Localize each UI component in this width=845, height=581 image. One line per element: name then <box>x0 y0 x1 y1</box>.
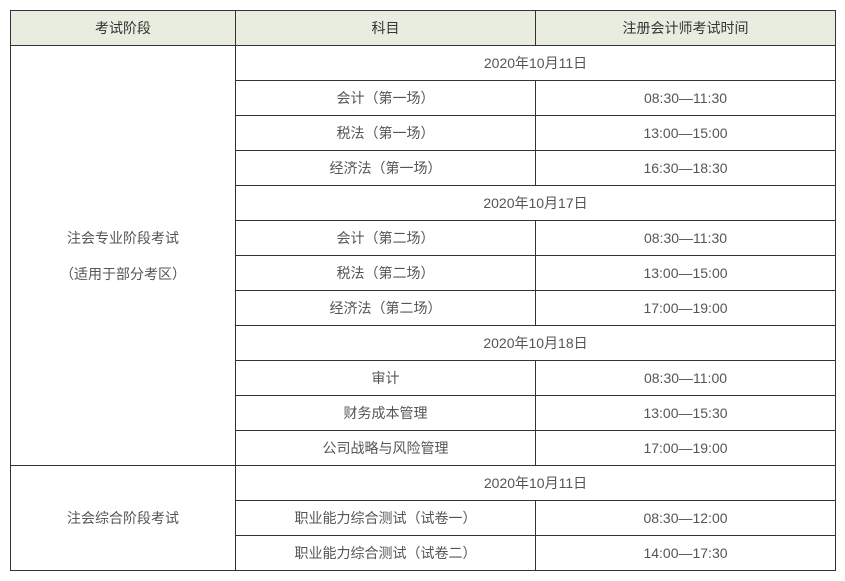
date-cell: 2020年10月11日 <box>236 46 836 81</box>
time-cell: 13:00—15:00 <box>536 256 836 291</box>
table-body: 注会专业阶段考试（适用于部分考区）2020年10月11日会计（第一场）08:30… <box>11 46 836 571</box>
subject-cell: 经济法（第二场） <box>236 291 536 326</box>
time-cell: 08:30—11:30 <box>536 81 836 116</box>
subject-cell: 审计 <box>236 361 536 396</box>
header-subject: 科目 <box>236 11 536 46</box>
time-cell: 08:30—12:00 <box>536 501 836 536</box>
subject-cell: 会计（第二场） <box>236 221 536 256</box>
stage-label-line1: 注会综合阶段考试 <box>15 508 231 528</box>
subject-cell: 经济法（第一场） <box>236 151 536 186</box>
stage-cell: 注会专业阶段考试 （适用于部分考区） <box>11 46 236 466</box>
date-cell: 2020年10月18日 <box>236 326 836 361</box>
time-cell: 14:00—17:30 <box>536 536 836 571</box>
exam-schedule-table: 考试阶段 科目 注册会计师考试时间 注会专业阶段考试（适用于部分考区）2020年… <box>10 10 836 571</box>
subject-cell: 税法（第一场） <box>236 116 536 151</box>
time-cell: 17:00—19:00 <box>536 431 836 466</box>
stage-cell: 注会综合阶段考试 <box>11 466 236 571</box>
date-row: 注会专业阶段考试（适用于部分考区）2020年10月11日 <box>11 46 836 81</box>
time-cell: 17:00—19:00 <box>536 291 836 326</box>
time-cell: 13:00—15:00 <box>536 116 836 151</box>
date-cell: 2020年10月17日 <box>236 186 836 221</box>
header-time: 注册会计师考试时间 <box>536 11 836 46</box>
date-row: 注会综合阶段考试2020年10月11日 <box>11 466 836 501</box>
stage-label-line2: （适用于部分考区） <box>15 264 231 284</box>
subject-cell: 会计（第一场） <box>236 81 536 116</box>
time-cell: 08:30—11:00 <box>536 361 836 396</box>
header-stage: 考试阶段 <box>11 11 236 46</box>
header-row: 考试阶段 科目 注册会计师考试时间 <box>11 11 836 46</box>
subject-cell: 职业能力综合测试（试卷一） <box>236 501 536 536</box>
subject-cell: 职业能力综合测试（试卷二） <box>236 536 536 571</box>
subject-cell: 财务成本管理 <box>236 396 536 431</box>
time-cell: 16:30—18:30 <box>536 151 836 186</box>
stage-label-line1: 注会专业阶段考试 <box>15 228 231 248</box>
time-cell: 13:00—15:30 <box>536 396 836 431</box>
date-cell: 2020年10月11日 <box>236 466 836 501</box>
subject-cell: 税法（第二场） <box>236 256 536 291</box>
subject-cell: 公司战略与风险管理 <box>236 431 536 466</box>
time-cell: 08:30—11:30 <box>536 221 836 256</box>
